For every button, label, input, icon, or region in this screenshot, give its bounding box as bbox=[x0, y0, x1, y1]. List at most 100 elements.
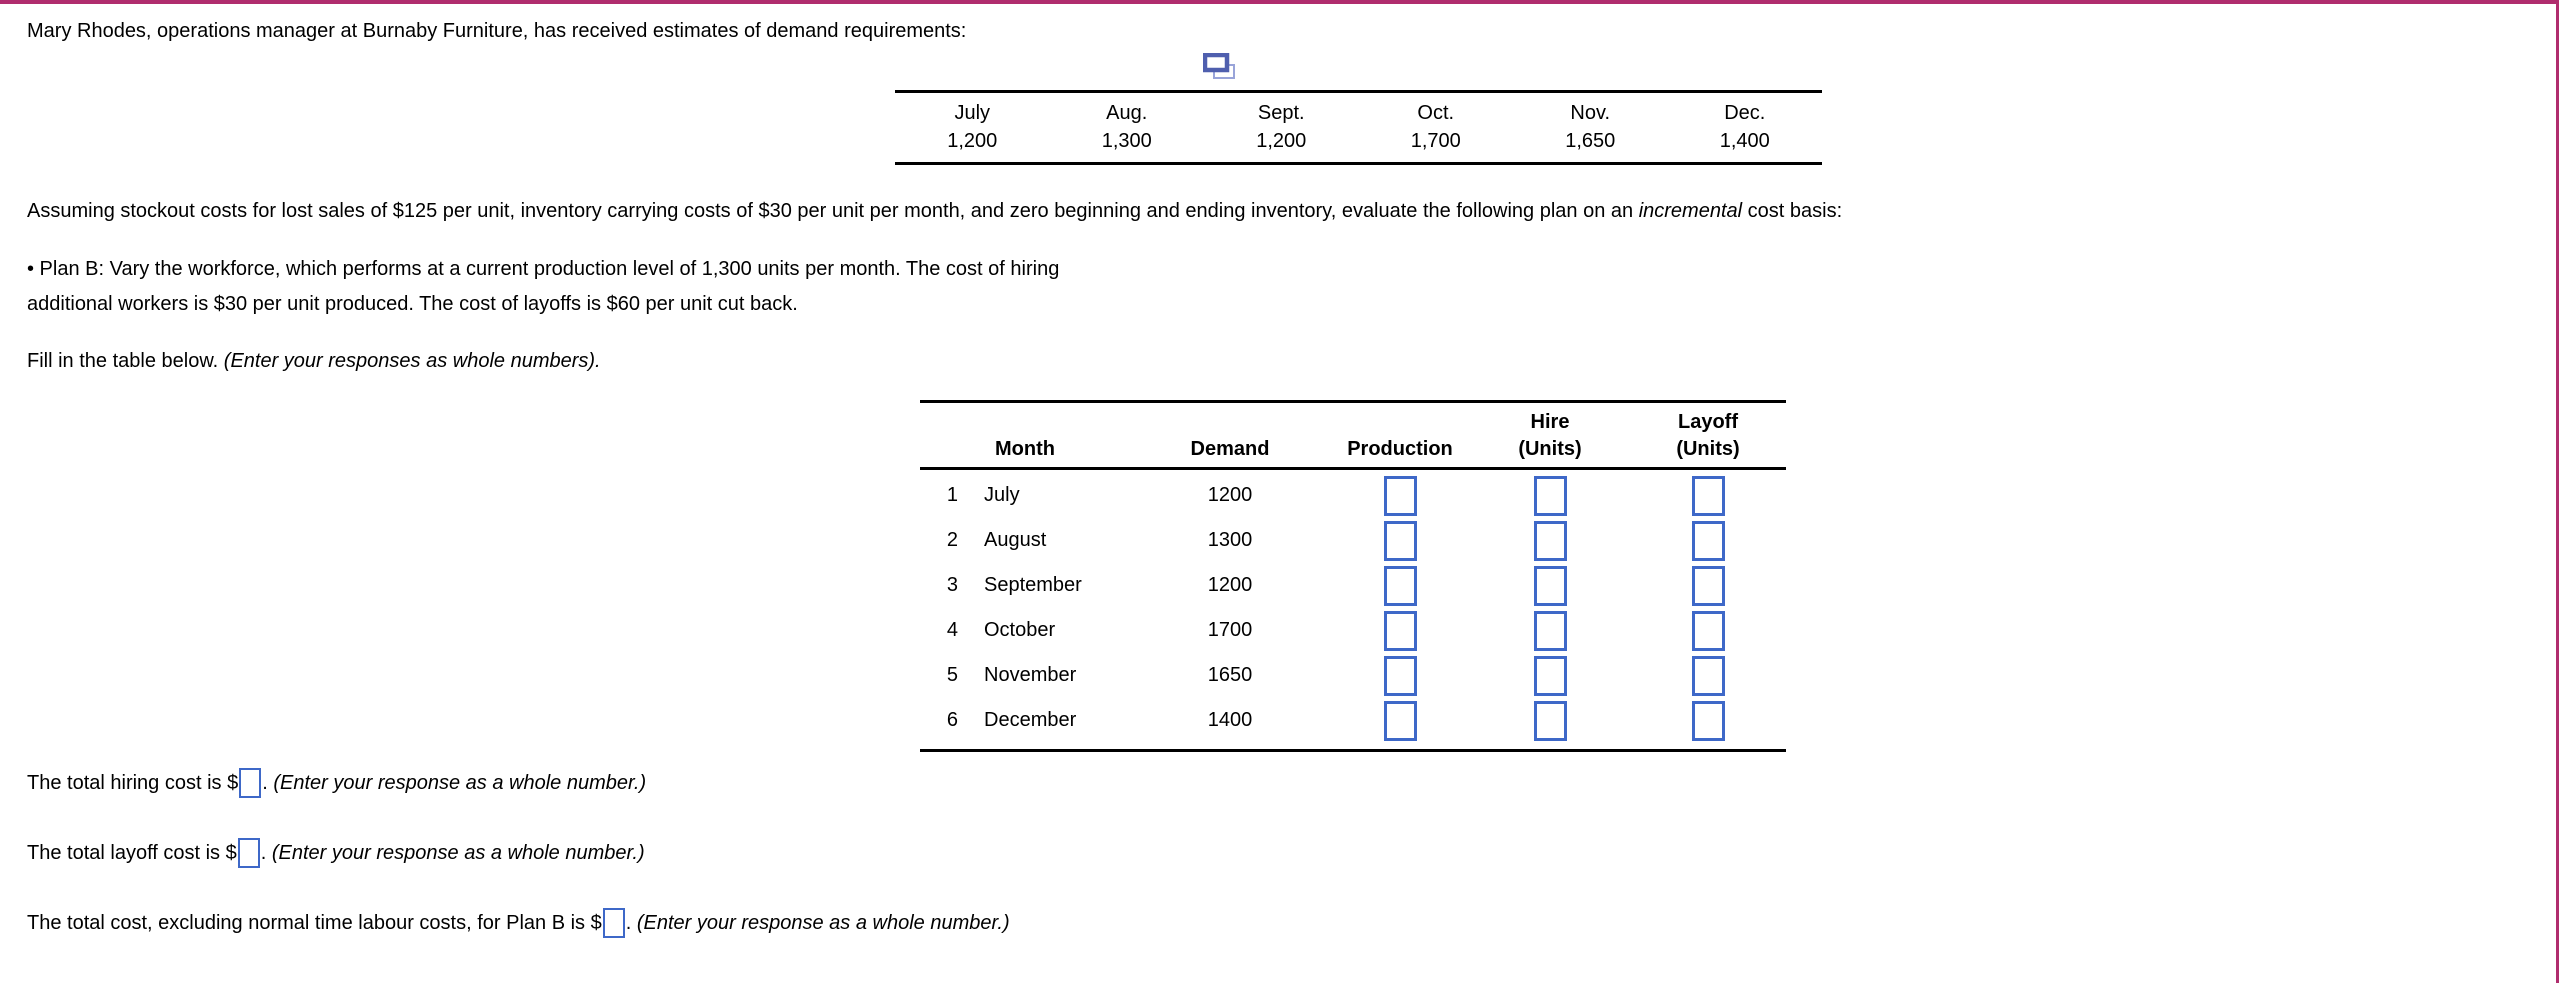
header-spacer bbox=[1130, 409, 1330, 436]
production-input-october[interactable] bbox=[1383, 610, 1417, 651]
month-name: November bbox=[984, 664, 1077, 686]
layoff-cell bbox=[1630, 475, 1786, 516]
hire-input-july[interactable] bbox=[1533, 475, 1567, 516]
demand-month-header: Dec. bbox=[1724, 102, 1766, 124]
production-input-december[interactable] bbox=[1383, 700, 1417, 741]
plan-table-header: Hire Layoff Month Demand Production (Uni… bbox=[920, 403, 1786, 470]
demand-cell: 1300 bbox=[1207, 529, 1253, 551]
layoff-cell bbox=[1630, 565, 1786, 606]
demand-value: 1,650 bbox=[1565, 130, 1616, 152]
demand-value: 1,300 bbox=[1101, 130, 1152, 152]
row-number: 2 bbox=[946, 529, 958, 551]
hire-input-september[interactable] bbox=[1533, 565, 1567, 606]
hire-cell bbox=[1470, 700, 1630, 741]
header-spacer bbox=[920, 409, 1130, 436]
right-accent-bar bbox=[2556, 0, 2559, 983]
layoff-cell bbox=[1630, 655, 1786, 696]
demand-month-header: Sept. bbox=[1257, 102, 1305, 124]
demand-value: 1,200 bbox=[947, 130, 998, 152]
total-cost-prefix: The total cost, excluding normal time la… bbox=[27, 911, 602, 934]
plan-b-table: Hire Layoff Month Demand Production (Uni… bbox=[920, 400, 1786, 752]
table-row: 1 July 1200 bbox=[920, 473, 1786, 518]
month-cell: 2 August bbox=[920, 529, 1130, 552]
production-input-july[interactable] bbox=[1383, 475, 1417, 516]
copy-layers-icon-svg bbox=[1202, 52, 1235, 79]
row-number: 4 bbox=[946, 619, 958, 641]
plan-b-line-1: • Plan B: Vary the workforce, which perf… bbox=[27, 258, 1060, 280]
month-cell: 3 September bbox=[920, 574, 1130, 597]
production-input-august[interactable] bbox=[1383, 520, 1417, 561]
assumption-prefix: Assuming stockout costs for lost sales o… bbox=[27, 200, 1639, 222]
layoff-input-july[interactable] bbox=[1691, 475, 1725, 516]
intro-text: Mary Rhodes, operations manager at Burna… bbox=[27, 20, 967, 42]
month-name: September bbox=[984, 574, 1082, 596]
assumption-italic: incremental bbox=[1638, 200, 1743, 222]
total-layoff-cost-input[interactable] bbox=[237, 838, 260, 868]
hire-cell bbox=[1470, 520, 1630, 561]
demand-value: 1,400 bbox=[1719, 130, 1770, 152]
layoff-cell bbox=[1630, 520, 1786, 561]
row-number: 6 bbox=[946, 709, 958, 731]
production-cell bbox=[1330, 475, 1470, 516]
production-cell bbox=[1330, 520, 1470, 561]
demand-months-row: July Aug. Sept. Oct. Nov. Dec. bbox=[895, 99, 1822, 127]
hire-input-december[interactable] bbox=[1533, 700, 1567, 741]
copy-layers-icon[interactable] bbox=[1202, 52, 1237, 83]
header-layoff: Layoff bbox=[1678, 411, 1738, 433]
month-cell: 4 October bbox=[920, 619, 1130, 642]
demand-requirements-table: July Aug. Sept. Oct. Nov. Dec. 1,200 1,3… bbox=[895, 90, 1822, 165]
demand-cell: 1650 bbox=[1207, 664, 1253, 686]
month-cell: 5 November bbox=[920, 664, 1130, 687]
total-hiring-cost-line: The total hiring cost is $. (Enter your … bbox=[27, 768, 646, 798]
header-production: Production bbox=[1347, 438, 1453, 460]
month-name: August bbox=[984, 529, 1047, 551]
layoff-input-november[interactable] bbox=[1691, 655, 1725, 696]
demand-month-header: Nov. bbox=[1570, 102, 1611, 124]
layoff-input-september[interactable] bbox=[1691, 565, 1725, 606]
layoff-cost-prefix: The total layoff cost is $ bbox=[27, 841, 237, 864]
production-cell bbox=[1330, 610, 1470, 651]
demand-value: 1,700 bbox=[1410, 130, 1461, 152]
table-row: 3 September 1200 bbox=[920, 563, 1786, 608]
production-input-september[interactable] bbox=[1383, 565, 1417, 606]
header-demand: Demand bbox=[1190, 438, 1270, 460]
table-row: 6 December 1400 bbox=[920, 698, 1786, 743]
layoff-input-december[interactable] bbox=[1691, 700, 1725, 741]
assumption-text: Assuming stockout costs for lost sales o… bbox=[27, 200, 1842, 223]
header-month: Month bbox=[995, 438, 1055, 460]
production-cell bbox=[1330, 565, 1470, 606]
assumption-suffix: cost basis: bbox=[1742, 200, 1843, 222]
total-cost-mid: . bbox=[625, 911, 637, 934]
demand-cell: 1200 bbox=[1207, 484, 1253, 506]
total-cost-line: The total cost, excluding normal time la… bbox=[27, 908, 1010, 938]
demand-cell: 1200 bbox=[1207, 574, 1253, 596]
hire-input-october[interactable] bbox=[1533, 610, 1567, 651]
demand-month-header: Aug. bbox=[1106, 102, 1148, 124]
total-hiring-cost-input[interactable] bbox=[239, 768, 262, 798]
table-row: 4 October 1700 bbox=[920, 608, 1786, 653]
month-name: October bbox=[984, 619, 1056, 641]
hire-input-november[interactable] bbox=[1533, 655, 1567, 696]
total-layoff-cost-line: The total layoff cost is $. (Enter your … bbox=[27, 838, 645, 868]
hire-cell bbox=[1470, 655, 1630, 696]
row-number: 1 bbox=[946, 484, 958, 506]
layoff-input-august[interactable] bbox=[1691, 520, 1725, 561]
hire-cell bbox=[1470, 610, 1630, 651]
hire-cell bbox=[1470, 565, 1630, 606]
row-number: 3 bbox=[946, 574, 958, 596]
demand-value: 1,200 bbox=[1256, 130, 1307, 152]
hire-input-august[interactable] bbox=[1533, 520, 1567, 561]
production-input-november[interactable] bbox=[1383, 655, 1417, 696]
total-cost-input[interactable] bbox=[602, 908, 625, 938]
layoff-input-october[interactable] bbox=[1691, 610, 1725, 651]
demand-month-header: Oct. bbox=[1417, 102, 1455, 124]
demand-month-header: July bbox=[954, 102, 991, 124]
month-cell: 6 December bbox=[920, 709, 1130, 732]
total-cost-hint: (Enter your response as a whole number.) bbox=[636, 911, 1010, 934]
month-cell: 1 July bbox=[920, 484, 1130, 507]
plan-table-body: 1 July 1200 2 August 1300 3 September 1200 bbox=[920, 470, 1786, 749]
hiring-cost-prefix: The total hiring cost is $ bbox=[27, 771, 239, 794]
header-hire: Hire bbox=[1530, 411, 1570, 433]
header-layoff-units: (Units) bbox=[1676, 438, 1740, 460]
